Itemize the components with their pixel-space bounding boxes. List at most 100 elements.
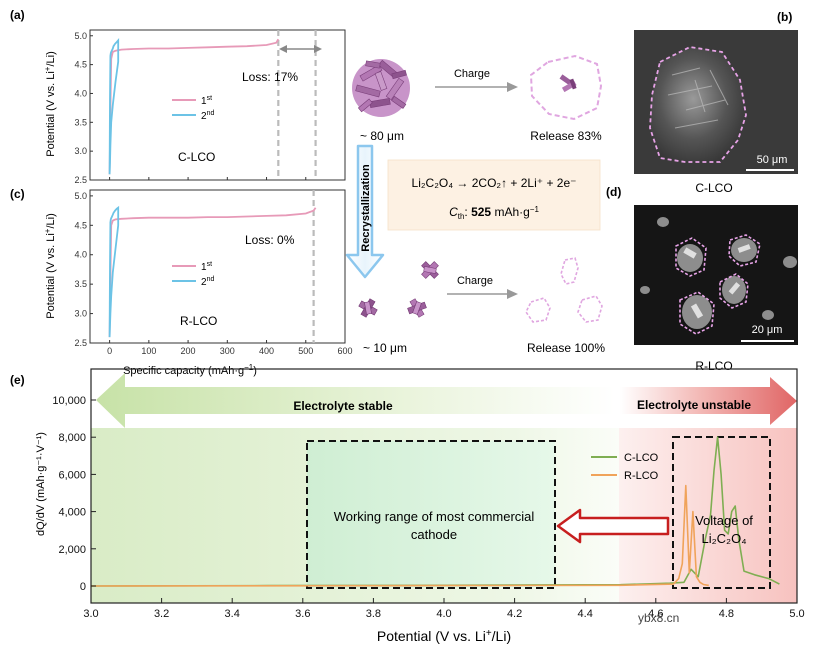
recrystallization-label: Recrystallization (360, 164, 372, 252)
a-y-tick-label: 4.5 (74, 60, 87, 70)
equation-box (387, 159, 601, 231)
large-particle-illustration (352, 59, 410, 117)
e-x-tick-label: 3.2 (154, 608, 169, 620)
sem-b-caption: C-LCO (695, 181, 732, 195)
e-x-tick-label: 3.6 (295, 608, 310, 620)
small-particles-illustration (358, 261, 439, 318)
panel-e-xlabel: Potential (V vs. Li+/Li) (377, 628, 511, 644)
large-particle-size: ~ 80 μm (360, 129, 404, 143)
panel-label-b: (b) (777, 10, 792, 24)
reaction-equation: Li₂C₂O₄ → 2CO₂↑ + 2Li⁺ + 2e⁻ (412, 176, 577, 190)
e-x-tick-label: 4.8 (719, 608, 734, 620)
red-pointer-arrow (556, 508, 670, 544)
schematic: ~ 80 μm Charge Release 83% Recrystalliza… (345, 54, 605, 355)
loss-double-arrow (279, 45, 322, 53)
sem-d-caption: R-LCO (695, 359, 732, 373)
c-x-tick-label: 100 (141, 346, 156, 356)
released-small-particles (525, 257, 603, 323)
a-y-tick-label: 3.5 (74, 117, 87, 127)
a-series-2nd (108, 38, 120, 175)
sem-d-outline-4 (719, 273, 749, 309)
panel-c-loss-text: Loss: 0% (245, 233, 295, 247)
charge-arrow-top (435, 82, 518, 92)
c-x-tick-label: 600 (337, 346, 352, 356)
small-particle-size: ~ 10 μm (363, 341, 407, 355)
panel-e-series (90, 436, 780, 587)
c-y-tick-label: 4.0 (74, 250, 87, 260)
unstable-region-bg (619, 428, 797, 603)
a-y-tick-label: 4.0 (74, 88, 87, 98)
panel-e-frame (90, 368, 798, 604)
c-series-2nd (108, 205, 120, 338)
panel-a-frame (89, 29, 346, 181)
a-y-tick-label: 2.5 (74, 175, 87, 185)
c-x-tick-label: 400 (259, 346, 274, 356)
charge-label-top: Charge (454, 68, 490, 80)
c-y-tick-label: 2.5 (74, 338, 87, 348)
recrystallization-arrow[interactable] (345, 144, 385, 279)
electrolyte-unstable-arrow (620, 377, 797, 425)
legend-label-1st-c: 1st (201, 261, 212, 273)
e-x-tick-label: 3.8 (366, 608, 381, 620)
a-y-tick-label: 5.0 (74, 31, 87, 41)
e-x-tick-label: 5.0 (789, 608, 804, 620)
e-x-tick-label: 4.2 (507, 608, 522, 620)
working-range-text-1: Working range of most commercial (334, 509, 535, 524)
panel-e-ticks: 3.0 3.2 3.4 3.6 3.8 4.0 4.2 4.4 4.6 4.8 5.0 0 2,000 4… (52, 395, 804, 620)
panel-c-frame (89, 189, 346, 344)
voltage-box (672, 436, 771, 589)
a-y-tick-label: 3.0 (74, 146, 87, 156)
panel-a-loss-text: Loss: 17% (242, 70, 298, 84)
panel-a-series (108, 38, 280, 175)
c-x-tick-label: 300 (220, 346, 235, 356)
sem-image-d: 20 μm (634, 205, 798, 345)
panel-label-a: (a) (10, 8, 25, 22)
e-x-tick-label: 4.6 (648, 608, 663, 620)
a-series-1st (108, 38, 280, 175)
c-x-tick-label: 0 (107, 346, 112, 356)
panel-label-d: (d) (606, 185, 621, 199)
panel-e-ylabel: dQ/dV (mAh·g⁻¹·V⁻¹) (35, 432, 47, 536)
charge-label-bottom: Charge (457, 275, 493, 287)
e-y-tick-label: 8,000 (58, 432, 86, 444)
panel-a-ticks: 2.5 3.0 3.5 4.0 4.5 5.0 (74, 31, 346, 185)
legend-label-2nd: 2nd (201, 110, 214, 122)
capacity-xlabel: Specific capacity (mAh·g−1) (123, 363, 257, 377)
e-y-tick-label: 10,000 (52, 395, 86, 407)
e-x-tick-label: 3.4 (225, 608, 240, 620)
c-x-tick-label: 500 (298, 346, 313, 356)
legend-label-c-lco: C-LCO (624, 452, 659, 464)
e-x-tick-label: 4.0 (436, 608, 451, 620)
e-series-R-LCO (90, 484, 709, 587)
electrolyte-unstable-label: Electrolyte unstable (637, 398, 751, 412)
c-series-1st (108, 207, 317, 338)
e-x-tick-label: 3.0 (83, 608, 98, 620)
e-y-tick-label: 4,000 (58, 507, 86, 519)
c-y-tick-label: 5.0 (74, 191, 87, 201)
c-y-tick-label: 3.0 (74, 309, 87, 319)
compound-text: Li₂C₂O₄ (701, 531, 746, 546)
panel-c-chart: 0 100 200 300 400 500 600 2.5 3.0 3.5 4.0 4.5 5.0 Lo… (74, 189, 353, 356)
panel-c-ticks: 0 100 200 300 400 500 600 2.5 3.0 3.5 4.0 4.5 5.0 (74, 191, 352, 356)
legend-label-2nd-c: 2nd (201, 276, 214, 288)
sem-d-outline-2 (728, 234, 761, 267)
working-range-text-2: cathode (411, 527, 457, 542)
sem-b-outline (649, 46, 747, 163)
panel-c-legend: 1st 2nd (172, 261, 214, 288)
panel-c-ylabel: Potential (V vs. Li+/Li) (43, 213, 57, 319)
panel-label-e: (e) (10, 373, 25, 387)
panel-a-sample-label: C-LCO (178, 150, 215, 164)
voltage-of-text: Voltage of (695, 513, 753, 528)
c-y-tick-label: 3.5 (74, 279, 87, 289)
panel-a-chart: 2.5 3.0 3.5 4.0 4.5 5.0 Loss: 17% 1st 2nd C-L… (74, 29, 346, 185)
panel-e-legend: C-LCO R-LCO (591, 452, 659, 482)
e-y-tick-label: 0 (80, 581, 86, 593)
e-y-tick-label: 2,000 (58, 544, 86, 556)
electrolyte-stable-arrow (96, 373, 615, 428)
panel-a-legend: 1st 2nd (172, 95, 214, 122)
watermark: ybx8.cn (638, 611, 679, 625)
sem-d-outline-1 (675, 237, 707, 277)
sem-d-outline-3 (679, 291, 715, 335)
theoretical-capacity: Cth: 525 mAh·g−1 (449, 205, 539, 221)
